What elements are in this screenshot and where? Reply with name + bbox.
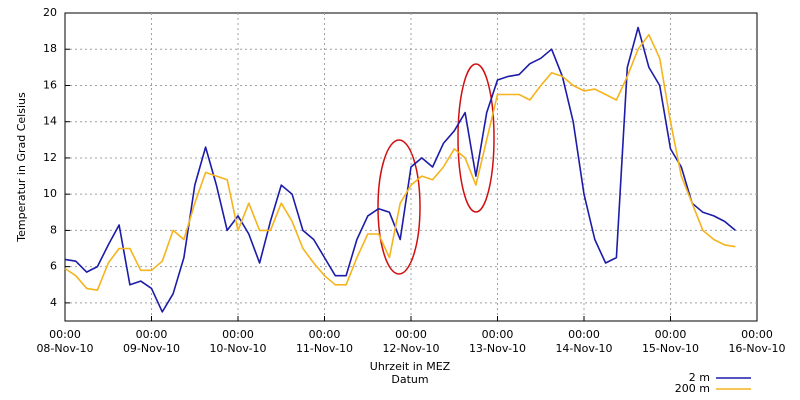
x-tick-label: 00:00 [741, 328, 773, 341]
series-line [64, 33, 736, 292]
x-axis-label: Uhrzeit in MEZ [370, 360, 451, 373]
y-tick-label: 10 [43, 187, 57, 200]
y-tick-label: 12 [43, 151, 57, 164]
x-tick-date: 14-Nov-10 [555, 342, 612, 355]
x-tick-date: 09-Nov-10 [123, 342, 180, 355]
series-line [64, 26, 736, 313]
x-tick-label: 00:00 [482, 328, 514, 341]
y-tick-label: 16 [43, 78, 57, 91]
legend-label: 200 m [675, 382, 710, 395]
x-axis-label-2: Datum [391, 373, 428, 386]
y-tick-label: 20 [43, 6, 57, 19]
legend-label: 2 m [689, 371, 710, 384]
y-tick-label: 6 [50, 260, 57, 273]
x-tick-date: 11-Nov-10 [296, 342, 353, 355]
x-tick-date: 10-Nov-10 [209, 342, 266, 355]
x-tick-label: 00:00 [655, 328, 687, 341]
x-tick-date: 16-Nov-10 [728, 342, 785, 355]
x-tick-date: 08-Nov-10 [36, 342, 93, 355]
highlight-ellipse [377, 139, 421, 275]
y-tick-label: 8 [50, 223, 57, 236]
y-tick-label: 4 [50, 296, 57, 309]
x-tick-label: 00:00 [222, 328, 254, 341]
y-axis-label: Temperatur in Grad Celsius [15, 92, 28, 243]
x-tick-label: 00:00 [136, 328, 168, 341]
x-tick-label: 00:00 [309, 328, 341, 341]
x-tick-label: 00:00 [49, 328, 81, 341]
highlight-ellipse [457, 63, 495, 213]
x-tick-date: 13-Nov-10 [469, 342, 526, 355]
x-tick-label: 00:00 [395, 328, 427, 341]
x-tick-date: 12-Nov-10 [382, 342, 439, 355]
y-tick-label: 14 [43, 115, 57, 128]
x-tick-label: 00:00 [568, 328, 600, 341]
x-tick-date: 15-Nov-10 [642, 342, 699, 355]
y-tick-label: 18 [43, 42, 57, 55]
